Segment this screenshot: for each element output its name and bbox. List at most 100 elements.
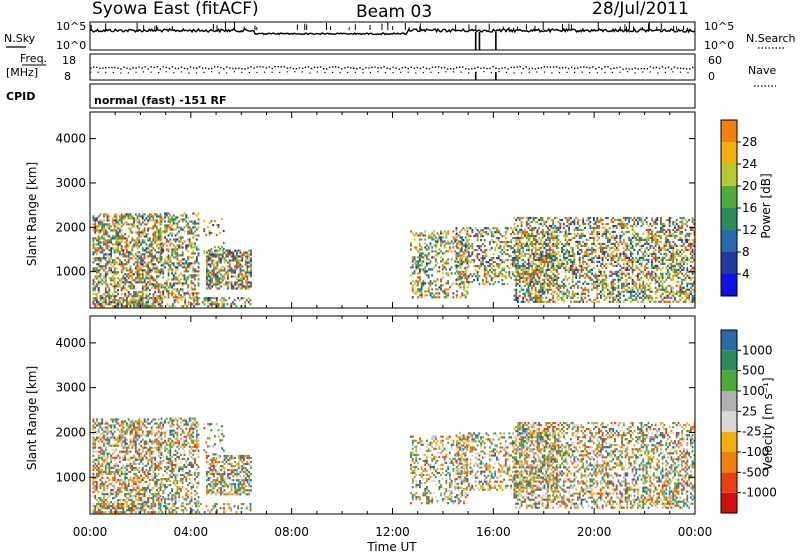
echo-cell bbox=[524, 294, 526, 297]
echo-cell bbox=[548, 254, 551, 257]
echo-cell bbox=[482, 261, 484, 264]
echo-cell bbox=[119, 299, 121, 302]
echo-cell bbox=[455, 282, 458, 286]
echo-cell bbox=[668, 228, 671, 231]
echo-cell bbox=[547, 266, 549, 269]
echo-cell bbox=[564, 250, 567, 253]
echo-cell bbox=[426, 264, 428, 267]
echo-cell bbox=[635, 286, 638, 289]
echo-cell bbox=[180, 278, 182, 281]
echo-cell bbox=[92, 229, 95, 232]
echo-cell bbox=[122, 281, 125, 284]
echo-cell bbox=[626, 262, 629, 265]
echo-cell bbox=[476, 249, 479, 252]
echo-cell bbox=[615, 254, 618, 257]
echo-cell bbox=[190, 228, 193, 231]
echo-cell bbox=[561, 284, 563, 287]
echo-cell bbox=[110, 261, 112, 264]
echo-cell bbox=[459, 286, 462, 289]
echo-cell bbox=[672, 290, 675, 293]
echo-cell bbox=[631, 224, 634, 228]
echo-cell bbox=[127, 259, 130, 262]
echo-cell bbox=[120, 253, 123, 256]
echo-cell bbox=[575, 300, 578, 303]
nave-dot bbox=[256, 66, 258, 68]
echo-cell bbox=[494, 275, 497, 278]
echo-cell bbox=[584, 254, 586, 257]
echo-cell bbox=[126, 261, 128, 264]
echo-cell bbox=[626, 216, 629, 220]
echo-cell bbox=[457, 261, 460, 264]
echo-cell bbox=[185, 262, 188, 265]
echo-cell bbox=[608, 248, 611, 251]
echo-cell bbox=[478, 231, 481, 234]
echo-cell bbox=[656, 280, 659, 283]
echo-cell bbox=[628, 264, 630, 267]
echo-cell bbox=[562, 300, 565, 303]
echo-cell bbox=[582, 234, 585, 237]
echo-cell bbox=[596, 278, 599, 281]
echo-cell bbox=[115, 237, 118, 240]
nave-dot bbox=[595, 68, 597, 70]
echo-cell bbox=[527, 234, 530, 237]
nave-dot bbox=[347, 66, 349, 68]
echo-cell bbox=[443, 292, 446, 295]
echo-cell bbox=[433, 230, 435, 233]
echo-cell bbox=[244, 285, 247, 288]
echo-cell bbox=[638, 282, 641, 285]
echo-cell bbox=[612, 300, 615, 303]
echo-cell bbox=[580, 298, 583, 301]
echo-cell bbox=[490, 257, 493, 260]
freq-dot bbox=[679, 71, 682, 73]
echo-cell bbox=[119, 285, 121, 288]
nave-dot bbox=[616, 67, 618, 69]
echo-cell bbox=[592, 238, 595, 241]
echo-cell bbox=[136, 281, 139, 284]
nave-dot bbox=[543, 66, 546, 68]
echo-cell bbox=[433, 234, 435, 237]
echo-cell bbox=[631, 282, 634, 285]
echo-cell bbox=[464, 270, 467, 273]
nave-dot bbox=[93, 66, 95, 68]
echo-cell bbox=[108, 241, 111, 244]
echo-cell bbox=[147, 273, 149, 276]
echo-cell bbox=[154, 271, 157, 274]
echo-cell bbox=[129, 275, 132, 278]
echo-cell bbox=[573, 294, 576, 297]
echo-cell bbox=[596, 280, 599, 283]
echo-cell bbox=[612, 258, 615, 261]
nsky-label: N.Sky bbox=[4, 32, 36, 45]
echo-cell bbox=[101, 257, 104, 260]
echo-cell bbox=[188, 238, 191, 241]
echo-cell bbox=[594, 286, 597, 289]
echo-cell bbox=[471, 247, 474, 250]
freq-dot bbox=[332, 71, 334, 73]
echo-cell bbox=[110, 269, 112, 272]
echo-cell bbox=[126, 289, 128, 292]
echo-cell bbox=[645, 228, 648, 231]
echo-cell bbox=[122, 249, 125, 252]
nave-dot bbox=[682, 67, 685, 70]
echo-cell bbox=[94, 225, 97, 228]
echo-cell bbox=[415, 290, 418, 293]
echo-cell bbox=[487, 233, 490, 236]
echo-cell bbox=[649, 252, 652, 255]
echo-cell bbox=[92, 289, 95, 292]
nave-dot bbox=[598, 66, 600, 68]
echo-cell bbox=[635, 296, 638, 299]
echo-cell bbox=[658, 250, 660, 253]
echo-cell bbox=[610, 282, 613, 285]
echo-cell bbox=[466, 262, 469, 265]
echo-cell bbox=[624, 218, 627, 222]
echo-cell bbox=[129, 267, 132, 270]
echo-cell bbox=[624, 278, 627, 281]
echo-cell bbox=[467, 259, 470, 262]
echo-cell bbox=[246, 251, 249, 254]
echo-cell bbox=[617, 298, 620, 301]
echo-cell bbox=[101, 265, 104, 268]
echo-cell bbox=[244, 281, 247, 284]
echo-cell bbox=[513, 250, 516, 253]
echo-cell bbox=[642, 270, 645, 273]
echo-cell bbox=[419, 232, 421, 235]
echo-cell bbox=[140, 291, 142, 294]
